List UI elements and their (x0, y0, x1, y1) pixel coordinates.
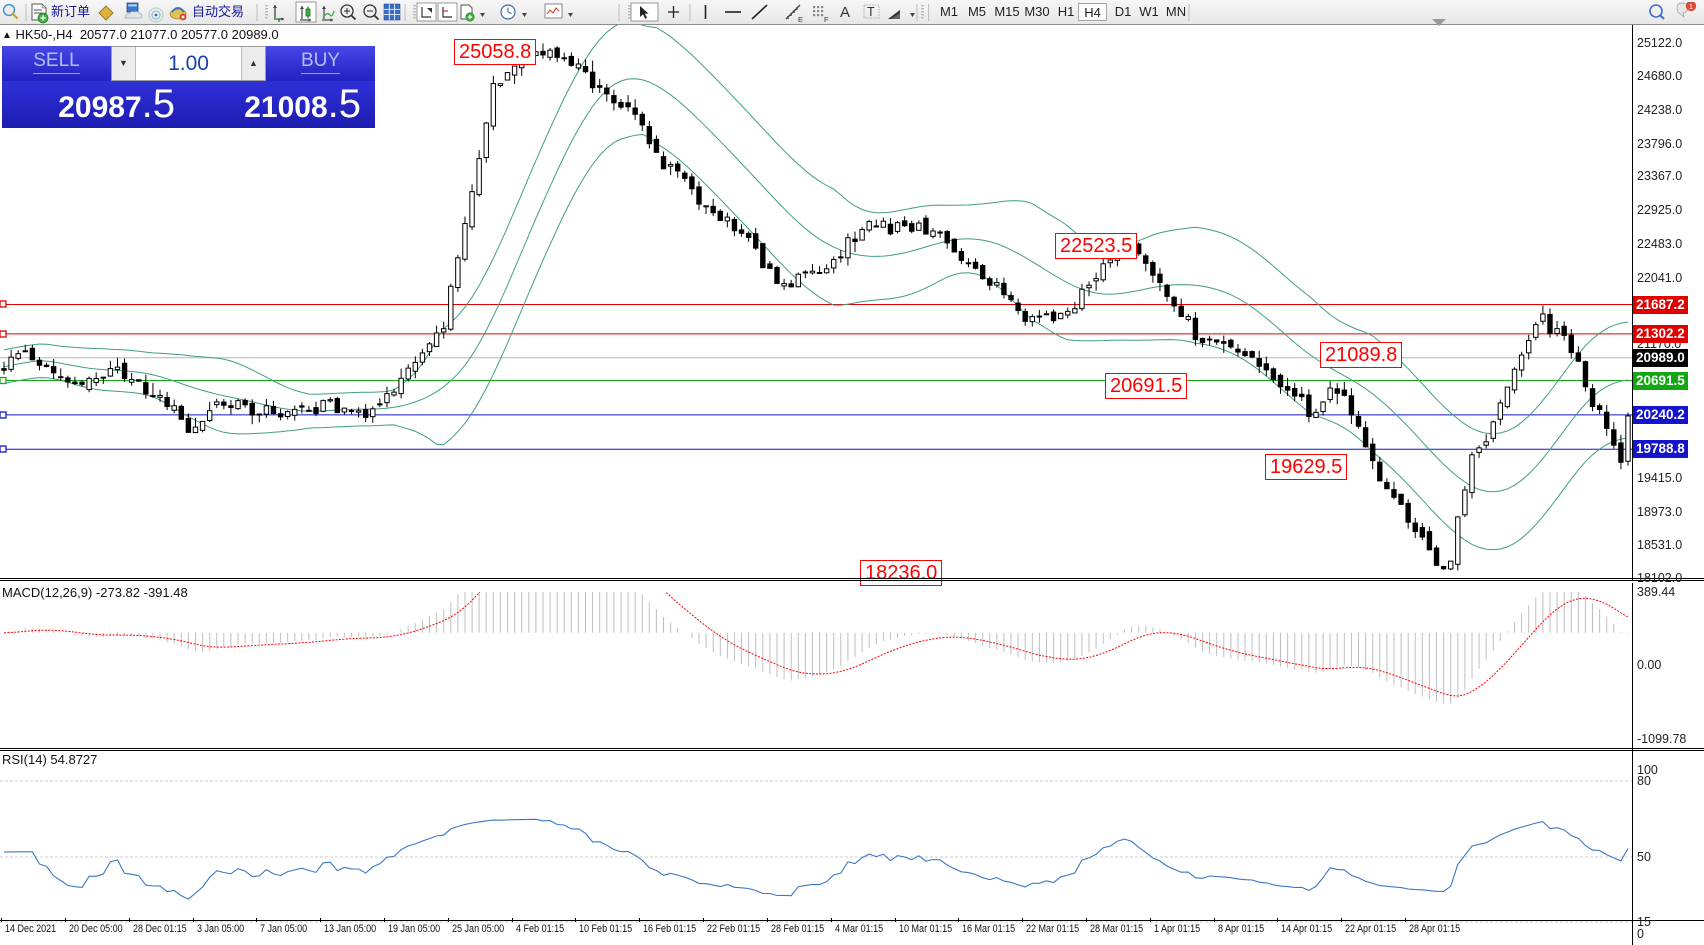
svg-text:自动交易: 自动交易 (192, 4, 244, 19)
svg-text:新订单: 新订单 (51, 4, 90, 19)
svg-text:F: F (824, 15, 829, 24)
svg-text:1: 1 (1689, 2, 1693, 11)
svg-text:A: A (840, 4, 850, 21)
svg-text:T: T (867, 5, 875, 19)
svg-text:E: E (798, 15, 803, 24)
